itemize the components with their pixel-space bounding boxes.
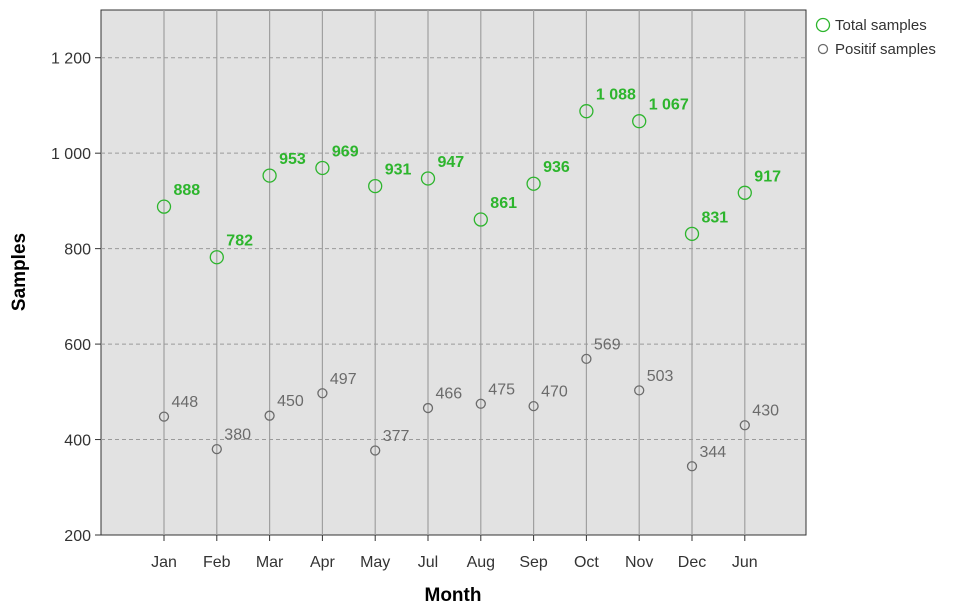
y-tick-label: 800 xyxy=(64,242,91,259)
total-samples-point xyxy=(473,212,488,227)
total-samples-point xyxy=(737,185,752,200)
total-samples-label: 917 xyxy=(754,168,781,185)
total-samples-label: 888 xyxy=(174,182,201,199)
positif-samples-point xyxy=(264,410,275,421)
total-samples-label: 831 xyxy=(702,209,729,226)
positif-samples-label: 430 xyxy=(752,403,779,420)
positif-samples-label: 475 xyxy=(488,381,515,398)
legend-label: Positif samples xyxy=(835,41,936,58)
y-tick-label: 600 xyxy=(64,337,91,354)
total-samples-point xyxy=(368,178,383,194)
positif-samples-label: 470 xyxy=(541,384,568,401)
y-tick-label: 400 xyxy=(64,433,91,450)
legend-label: Total samples xyxy=(835,17,927,34)
total-samples-label: 861 xyxy=(490,195,517,212)
positif-samples-point xyxy=(317,388,328,399)
total-samples-point xyxy=(420,171,436,186)
y-axis-title: Samples xyxy=(9,233,30,311)
x-tick-label: Nov xyxy=(625,554,653,571)
data-labels: 888 782 953 969 931 947 861 936 1 088 1 067 831 917… xyxy=(172,87,782,461)
positif-samples-point xyxy=(422,402,434,414)
y-tick-label: 200 xyxy=(64,528,91,545)
positif-samples-point xyxy=(686,461,698,472)
total-samples-label: 953 xyxy=(279,151,306,168)
legend-marker xyxy=(817,43,829,55)
positif-samples-point xyxy=(211,443,222,455)
positif-samples-point xyxy=(370,445,381,456)
x-tick-label: Jul xyxy=(418,554,438,571)
vertical-gridlines xyxy=(163,10,746,535)
total-samples-point xyxy=(315,160,330,176)
positif-samples-label: 344 xyxy=(700,444,727,461)
legend-marker xyxy=(815,17,831,33)
data-points xyxy=(156,104,752,472)
x-tick-label: Sep xyxy=(519,554,548,571)
positif-samples-point xyxy=(158,411,170,422)
positif-samples-label: 497 xyxy=(330,371,357,388)
total-samples-point xyxy=(579,104,594,119)
horizontal-gridlines xyxy=(101,57,806,441)
y-axis-ticks: 200 400 600 800 1 000 1 200 xyxy=(51,51,101,545)
total-samples-point xyxy=(209,250,224,265)
positif-samples-label: 377 xyxy=(383,428,410,445)
total-samples-label: 1 067 xyxy=(649,97,689,114)
x-axis-title: Month xyxy=(425,585,482,606)
x-tick-label: Jun xyxy=(732,554,758,571)
total-samples-label: 931 xyxy=(385,162,412,179)
x-tick-label: Dec xyxy=(678,554,706,571)
total-samples-point xyxy=(632,114,647,129)
total-samples-label: 947 xyxy=(438,154,465,171)
total-samples-label: 782 xyxy=(226,233,253,250)
x-tick-label: Aug xyxy=(467,554,495,571)
positif-samples-point xyxy=(475,398,486,409)
x-tick-label: Jan xyxy=(151,554,177,571)
positif-samples-point xyxy=(739,420,750,431)
positif-samples-label: 466 xyxy=(436,386,463,403)
total-samples-point xyxy=(156,199,172,214)
total-samples-label: 969 xyxy=(332,143,359,160)
positif-samples-label: 569 xyxy=(594,336,621,353)
x-tick-label: Oct xyxy=(574,554,599,571)
total-samples-point xyxy=(684,226,700,241)
total-samples-point xyxy=(526,176,541,191)
total-samples-point xyxy=(262,168,277,183)
positif-samples-point xyxy=(634,385,645,396)
total-samples-label: 1 088 xyxy=(596,87,636,104)
y-tick-label: 1 200 xyxy=(51,51,91,68)
positif-samples-label: 503 xyxy=(647,368,674,385)
total-samples-label: 936 xyxy=(543,159,570,176)
y-tick-label: 1 000 xyxy=(51,146,91,163)
legend: Total samples Positif samples xyxy=(815,17,936,58)
positif-samples-point xyxy=(528,400,539,412)
x-axis-ticks: Jan Feb Mar Apr May Jul Aug Sep Oct Nov Dec Jun xyxy=(151,535,758,571)
x-tick-label: Feb xyxy=(203,554,231,571)
positif-samples-label: 448 xyxy=(172,394,199,411)
positif-samples-label: 380 xyxy=(224,427,251,444)
plot-area xyxy=(100,9,807,536)
x-tick-label: Apr xyxy=(310,554,336,571)
x-tick-label: Mar xyxy=(256,554,284,571)
positif-samples-point xyxy=(581,353,592,365)
x-tick-label: May xyxy=(360,554,390,571)
positif-samples-label: 450 xyxy=(277,393,304,410)
